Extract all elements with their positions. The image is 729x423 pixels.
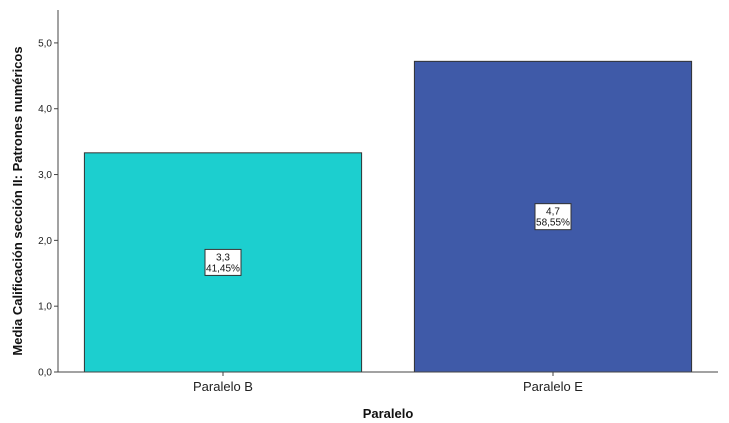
y-tick-label: 0,0 [38, 368, 52, 379]
y-tick-label: 4,0 [38, 104, 52, 115]
y-ticks: 0,0 1,0 2,0 3,0 4,0 5,0 [38, 38, 58, 379]
data-label-percent: 58,55% [536, 218, 570, 229]
data-labels: 3,341,45% 4,758,55% [204, 203, 572, 276]
y-tick-label: 2,0 [38, 236, 52, 247]
y-axis-title: Media Calificación sección II: Patrones … [10, 46, 25, 355]
bars-layer [83, 60, 693, 373]
data-label-value: 3,3 [216, 252, 230, 263]
data-label-percent: 41,45% [206, 263, 240, 274]
x-category-label: Paralelo E [523, 379, 583, 394]
x-category-label: Paralelo B [193, 379, 253, 394]
data-label: 3,341,45% [204, 248, 242, 276]
y-tick-label: 1,0 [38, 302, 52, 313]
data-label-value: 4,7 [546, 207, 560, 218]
data-label-box [534, 203, 572, 231]
x-category-labels: Paralelo B Paralelo E [193, 372, 583, 394]
x-axis-title: Paralelo [363, 406, 414, 421]
y-tick-label: 3,0 [38, 170, 52, 181]
data-label-box [204, 248, 242, 276]
y-tick-label: 5,0 [38, 38, 52, 49]
data-label: 4,758,55% [534, 203, 572, 231]
